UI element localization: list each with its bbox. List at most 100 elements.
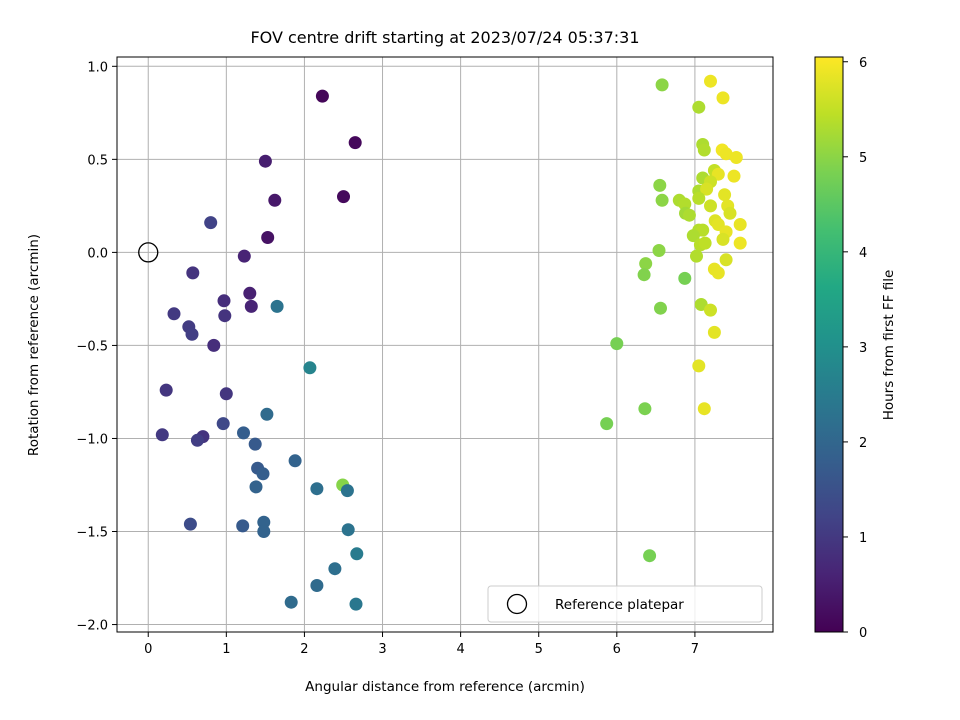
- data-point: [219, 387, 233, 401]
- data-point: [270, 299, 284, 313]
- x-tick-label: 7: [691, 642, 699, 657]
- legend-reference-label: Reference platepar: [555, 597, 684, 613]
- data-point: [216, 417, 230, 431]
- y-tick-label: 0.5: [87, 153, 108, 168]
- colorbar-ticks: 0 1 2 3 4 5 6: [843, 56, 867, 641]
- reference-marker: [138, 242, 159, 263]
- data-point: [704, 199, 717, 213]
- data-point: [716, 91, 730, 105]
- data-point: [257, 525, 271, 538]
- data-point: [249, 480, 263, 494]
- data-point: [303, 361, 317, 375]
- data-point: [186, 266, 200, 280]
- plot-frame: [116, 56, 774, 633]
- data-point: [348, 136, 362, 150]
- data-point: [288, 454, 302, 468]
- data-point: [704, 74, 717, 88]
- colorbar: [815, 57, 843, 632]
- data-point: [268, 193, 282, 207]
- colorbar-tick-label: 2: [859, 436, 867, 451]
- y-tick-label: −1.0: [76, 432, 108, 447]
- colorbar-tick-label: 5: [859, 151, 867, 166]
- data-point: [692, 191, 706, 205]
- y-tick-label: 0.0: [87, 246, 108, 261]
- x-tick-label: 4: [456, 642, 464, 657]
- data-point: [260, 407, 274, 421]
- data-point: [204, 216, 218, 230]
- x-tick-label: 1: [222, 642, 230, 657]
- data-point: [257, 515, 271, 529]
- data-point: [733, 236, 747, 250]
- data-point: [719, 253, 733, 267]
- data-point: [716, 232, 730, 246]
- data-point: [654, 301, 667, 315]
- legend-box: [487, 585, 763, 623]
- data-point: [190, 433, 204, 447]
- data-point: [682, 208, 696, 222]
- data-point: [248, 437, 262, 451]
- colorbar-frame: [814, 56, 844, 633]
- data-point: [678, 197, 692, 211]
- data-point: [686, 229, 700, 243]
- y-tick-label: −2.0: [76, 619, 108, 634]
- data-point: [643, 549, 657, 563]
- y-tick-label: −0.5: [76, 339, 108, 354]
- y-tick-label: 1.0: [87, 60, 108, 75]
- data-point: [310, 579, 324, 592]
- data-point: [638, 402, 652, 416]
- data-point: [600, 417, 614, 431]
- data-point: [315, 89, 329, 103]
- data-point: [678, 271, 692, 285]
- data-point: [155, 428, 169, 442]
- data-points: [155, 74, 747, 611]
- data-point: [698, 236, 712, 250]
- data-point: [718, 188, 732, 202]
- data-point: [256, 467, 270, 481]
- data-point: [261, 231, 275, 244]
- data-point: [236, 519, 250, 533]
- x-tick-label: 6: [613, 642, 621, 657]
- colorbar-tick-label: 1: [859, 531, 867, 546]
- x-tick-label: 2: [300, 642, 308, 657]
- data-point: [185, 327, 199, 341]
- x-tick-label: 5: [535, 642, 543, 657]
- data-point: [655, 78, 669, 92]
- colorbar-label: Hours from first FF file: [881, 270, 897, 421]
- x-tick-label: 0: [144, 642, 152, 657]
- colorbar-tick-label: 3: [859, 341, 867, 356]
- data-point: [349, 597, 363, 611]
- data-point: [310, 482, 324, 496]
- data-point: [707, 325, 721, 339]
- y-axis-label: Rotation from reference (arcmin): [26, 234, 42, 456]
- data-point: [337, 190, 350, 204]
- data-point: [700, 182, 714, 196]
- data-point: [237, 249, 251, 263]
- grid: [117, 57, 773, 632]
- data-point: [696, 223, 710, 237]
- legend-reference-marker: [506, 593, 528, 615]
- data-point: [711, 266, 725, 280]
- data-point: [328, 562, 342, 576]
- chart-title: FOV centre drift starting at 2023/07/24 …: [250, 28, 639, 47]
- data-point: [340, 484, 354, 498]
- data-point: [237, 426, 250, 440]
- data-point: [697, 143, 711, 157]
- data-point: [167, 307, 181, 321]
- x-axis-label: Angular distance from reference (arcmin): [305, 679, 585, 695]
- data-point: [244, 299, 258, 313]
- data-point: [637, 268, 651, 282]
- colorbar-tick-label: 6: [859, 56, 867, 71]
- axis-ticks: 0 1 2 3 4 5 6 7 −2.0 −1.5 −1.0 −0.5 0.0 0.5 1.0: [76, 60, 699, 657]
- data-point: [350, 547, 364, 561]
- data-point: [284, 595, 298, 609]
- data-point: [719, 147, 733, 161]
- data-point: [653, 178, 667, 192]
- data-point: [697, 402, 711, 416]
- legend: Reference platepar: [487, 585, 763, 623]
- data-point: [723, 206, 737, 220]
- data-point: [692, 359, 706, 373]
- data-point: [207, 338, 221, 352]
- data-point: [652, 244, 666, 257]
- data-point: [692, 100, 706, 114]
- data-point: [217, 294, 231, 308]
